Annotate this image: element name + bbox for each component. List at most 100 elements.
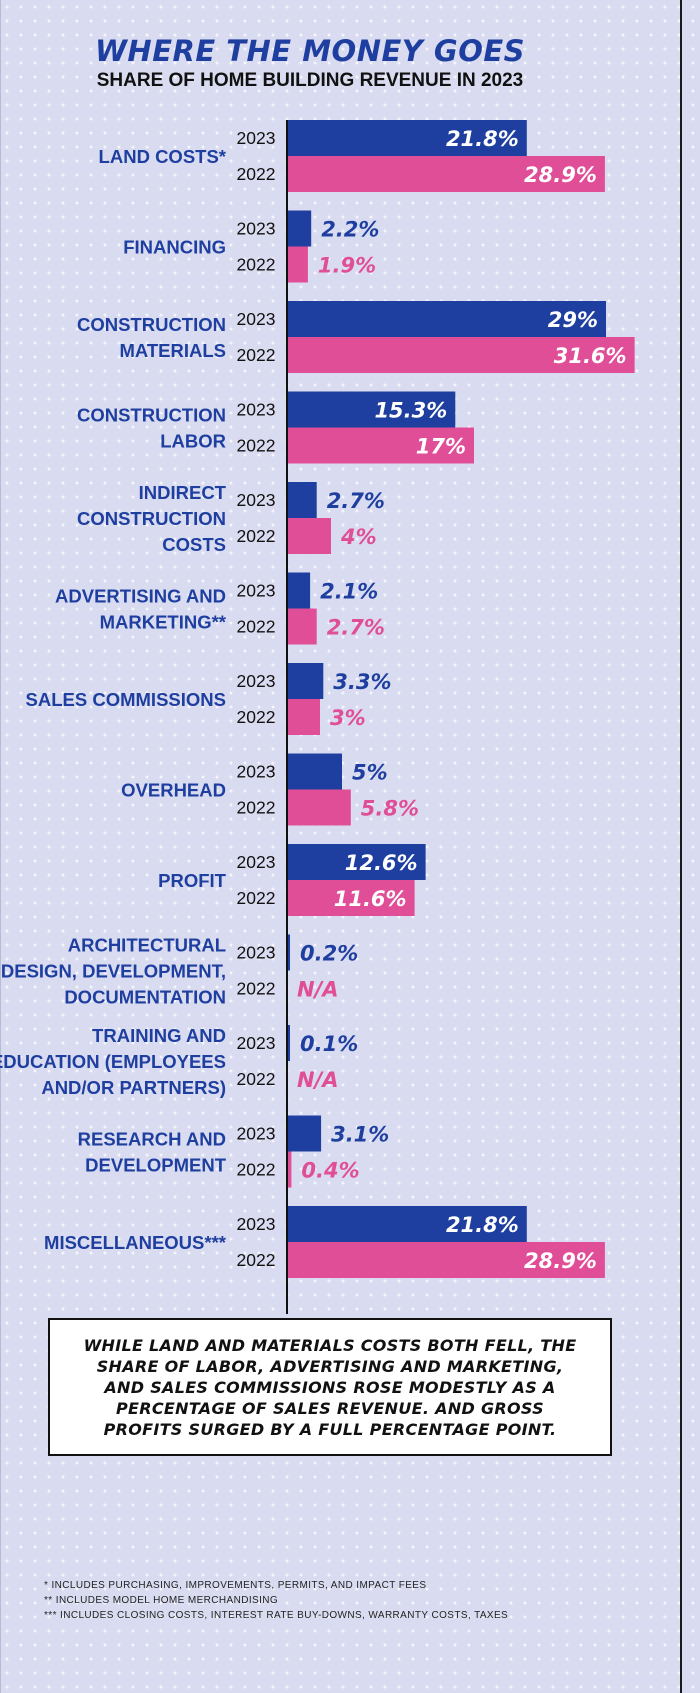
category-label: CONSTRUCTION LABOR <box>77 405 226 452</box>
footnote-3: *** INCLUDES CLOSING COSTS, INTEREST RAT… <box>44 1610 509 1621</box>
bar-2022 <box>287 427 474 464</box>
bar-2023 <box>287 301 606 337</box>
category-label: INDIRECT CONSTRUCTION COSTS <box>77 482 227 555</box>
category-label: LAND COSTS* <box>99 146 227 167</box>
year-label: 2022 <box>237 436 276 456</box>
value-label: 0.2% <box>300 942 358 966</box>
year-label: 2023 <box>237 1033 276 1053</box>
year-label: 2022 <box>237 164 276 184</box>
value-label: 21.8% <box>446 1213 519 1237</box>
year-label: 2023 <box>237 490 276 510</box>
value-label: 3.1% <box>331 1123 389 1147</box>
year-label: 2022 <box>237 617 276 637</box>
bar-2022 <box>287 337 635 373</box>
year-label: 2023 <box>237 852 276 872</box>
category-label: CONSTRUCTION MATERIALS <box>77 314 226 361</box>
year-label: 2022 <box>237 1250 276 1270</box>
value-label: 21.8% <box>446 127 519 151</box>
bar-2022 <box>287 246 308 283</box>
year-label: 2023 <box>237 1124 276 1144</box>
bar-2023 <box>287 1115 322 1152</box>
footnote-1: * INCLUDES PURCHASING, IMPROVEMENTS, PER… <box>44 1580 427 1591</box>
value-label: 2.2% <box>321 218 379 242</box>
year-label: 2023 <box>237 400 276 420</box>
summary-text: While land and materials costs both fell… <box>83 1335 577 1439</box>
category-label: ADVERTISING AND MARKETING** <box>55 586 227 633</box>
category-label: PROFIT <box>158 870 227 891</box>
bar-2022 <box>287 880 415 916</box>
year-label: 2022 <box>237 888 276 908</box>
value-label: 0.4% <box>301 1159 359 1183</box>
value-label: 2.7% <box>327 616 385 640</box>
value-label: 17% <box>416 435 466 459</box>
year-label: 2023 <box>237 581 276 601</box>
year-label: 2022 <box>237 255 276 275</box>
bar-2023 <box>287 663 324 699</box>
bar-2022 <box>287 156 605 192</box>
bar-2022 <box>287 699 320 735</box>
value-label: 0.1% <box>300 1032 358 1056</box>
year-label: 2022 <box>237 345 276 365</box>
bar-2023 <box>287 210 312 247</box>
category-label: OVERHEAD <box>121 780 226 801</box>
bar-2023 <box>287 753 342 790</box>
value-label: 1.9% <box>318 254 376 278</box>
year-label: 2023 <box>237 671 276 691</box>
bar-2023 <box>287 391 456 428</box>
year-label: 2022 <box>237 798 276 818</box>
bar-2023 <box>287 844 426 880</box>
category-label: RESEARCH AND DEVELOPMENT <box>78 1129 227 1176</box>
frame-left-edge <box>0 0 1 1693</box>
value-label: N/A <box>297 1068 339 1092</box>
category-label: SALES COMMISSIONS <box>26 689 226 710</box>
bar-2022 <box>287 518 331 554</box>
bar-2023 <box>287 482 317 518</box>
year-label: 2023 <box>237 943 276 963</box>
year-label: 2023 <box>237 309 276 329</box>
value-label: 5.8% <box>361 797 419 821</box>
bar-2023 <box>287 572 311 609</box>
year-label: 2022 <box>237 979 276 999</box>
bar-2022 <box>287 789 351 826</box>
summary-box: While land and materials costs both fell… <box>48 1318 612 1456</box>
value-label: 4% <box>340 525 377 549</box>
category-label: MISCELLANEOUS*** <box>44 1232 227 1253</box>
chart-title: WHERE THE MONEY GOES <box>94 34 526 68</box>
bar-2023 <box>287 120 527 156</box>
value-label: 2.7% <box>327 489 385 513</box>
value-label: 2.1% <box>320 580 378 604</box>
year-label: 2022 <box>237 707 276 727</box>
bar-2022 <box>287 608 317 645</box>
bar-2023 <box>287 1206 527 1242</box>
year-label: 2022 <box>237 526 276 546</box>
value-label: 3.3% <box>333 670 391 694</box>
chart-subtitle: SHARE OF HOME BUILDING REVENUE IN 2023 <box>96 70 524 91</box>
bar-2023 <box>287 1025 290 1061</box>
category-label: TRAINING AND EDUCATION (EMPLOYEES AND/OR P… <box>0 1025 226 1098</box>
footnote-2: ** INCLUDES MODEL HOME MERCHANDISING <box>44 1595 279 1606</box>
footnotes: * INCLUDES PURCHASING, IMPROVEMENTS, PER… <box>44 1578 644 1623</box>
value-label: N/A <box>297 978 339 1002</box>
bar-2022 <box>287 1242 605 1278</box>
category-label: FINANCING <box>123 237 226 258</box>
value-label: 15.3% <box>374 399 447 423</box>
value-label: 5% <box>352 761 388 785</box>
year-label: 2023 <box>237 219 276 239</box>
value-label: 31.6% <box>554 344 627 368</box>
value-label: 3% <box>330 706 366 730</box>
value-label: 28.9% <box>524 163 597 187</box>
bar-2023 <box>287 934 290 971</box>
value-label: 28.9% <box>524 1249 597 1273</box>
year-label: 2022 <box>237 1160 276 1180</box>
frame-right-edge <box>680 0 682 1693</box>
value-label: 12.6% <box>345 851 418 875</box>
year-label: 2023 <box>237 128 276 148</box>
year-label: 2022 <box>237 1069 276 1089</box>
value-label: 11.6% <box>334 887 407 911</box>
bar-2022 <box>287 1151 292 1188</box>
value-label: 29% <box>548 308 598 332</box>
category-label: ARCHITECTURAL DESIGN, DEVELOPMENT, DOCUMEN… <box>1 935 226 1008</box>
year-label: 2023 <box>237 1214 276 1234</box>
year-label: 2023 <box>237 762 276 782</box>
